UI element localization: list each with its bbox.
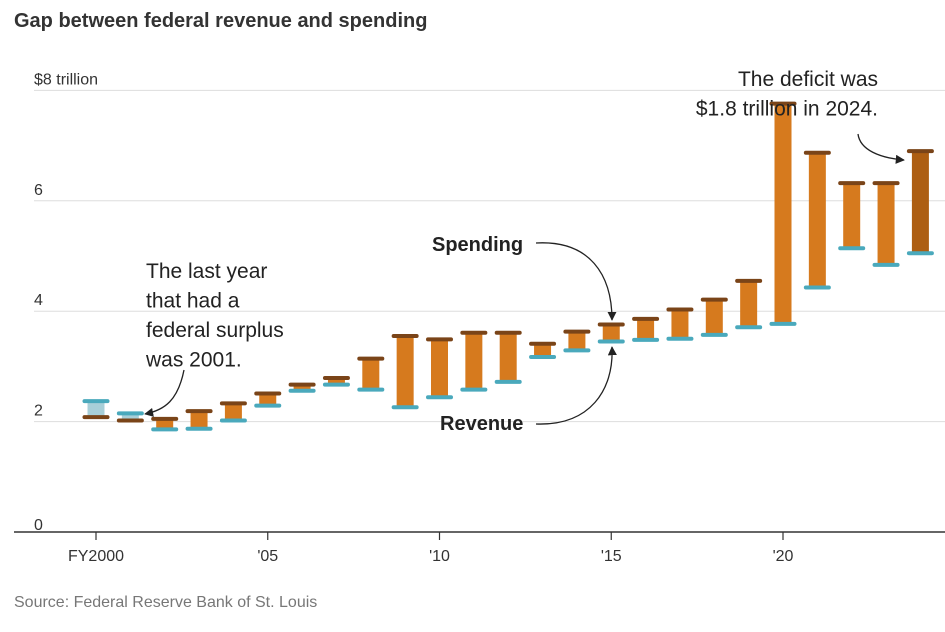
revenue-marker-2017 xyxy=(666,336,694,341)
gap-bar-2001 xyxy=(121,413,139,421)
spending-marker-2022 xyxy=(838,181,866,186)
revenue-marker-2004 xyxy=(219,418,247,423)
revenue-marker-2007 xyxy=(322,382,350,387)
spending-marker-2015 xyxy=(597,322,625,327)
y-tick-label: $8 trillion xyxy=(34,71,98,88)
spending-marker-2005 xyxy=(254,391,282,396)
gap-bar-2020 xyxy=(774,103,792,324)
spending-marker-2002 xyxy=(151,416,179,421)
y-tick-label: 4 xyxy=(34,292,43,309)
revenue-marker-2018 xyxy=(700,332,728,337)
gap-bar-2014 xyxy=(568,331,586,351)
revenue-arrow xyxy=(535,346,617,425)
revenue-marker-2010 xyxy=(426,395,453,400)
spending-marker-2016 xyxy=(632,316,660,321)
gap-bar-2012 xyxy=(499,332,517,382)
gap-bar-2021 xyxy=(808,152,826,288)
spending-marker-2011 xyxy=(460,330,488,335)
spending-marker-2004 xyxy=(219,401,247,406)
y-tick-label: 0 xyxy=(34,517,43,534)
revenue-marker-2021 xyxy=(803,285,831,290)
gap-bar-2003 xyxy=(190,411,208,429)
spending-marker-2017 xyxy=(666,307,694,312)
gap-bar-2009 xyxy=(396,336,414,408)
revenue-marker-2013 xyxy=(529,355,557,360)
revenue-marker-2024 xyxy=(906,251,934,256)
deficit-annotation: The deficit was $1.8 trillion in 2024. xyxy=(696,68,878,121)
source-note: Source: Federal Reserve Bank of St. Loui… xyxy=(14,594,318,611)
spending-marker-2014 xyxy=(563,329,591,334)
gap-bar-2004 xyxy=(224,403,242,421)
revenue-marker-2009 xyxy=(391,405,419,410)
revenue-marker-2003 xyxy=(185,426,213,431)
spending-marker-2009 xyxy=(391,334,419,339)
gap-bar-2002 xyxy=(156,418,174,430)
surplus-arrow xyxy=(144,369,185,417)
spending-marker-2024 xyxy=(906,149,934,154)
revenue-marker-2020 xyxy=(769,321,797,326)
revenue-marker-2006 xyxy=(288,388,316,393)
spending-marker-2006 xyxy=(288,382,316,387)
gap-bar-2011 xyxy=(465,332,483,390)
spending-marker-2020 xyxy=(769,101,797,106)
revenue-marker-2019 xyxy=(735,325,763,330)
gap-bar-2019 xyxy=(740,280,758,328)
chart-title: Gap between federal revenue and spending xyxy=(14,10,428,32)
revenue-marker-2012 xyxy=(494,379,522,384)
revenue-marker-2015 xyxy=(597,339,625,344)
gap-bar-2022 xyxy=(843,183,861,249)
spending-marker-2023 xyxy=(872,181,900,186)
deficit-arrow xyxy=(857,133,905,164)
x-tick-label: '05 xyxy=(257,548,278,565)
spending-marker-2019 xyxy=(735,278,763,283)
spending-marker-2018 xyxy=(700,297,728,302)
spending-label: Spending xyxy=(432,234,523,256)
revenue-marker-2014 xyxy=(563,348,591,353)
revenue-marker-2008 xyxy=(357,387,385,392)
revenue-marker-2001 xyxy=(116,411,144,416)
gap-bar-2005 xyxy=(259,393,277,406)
gap-bar-2018 xyxy=(705,299,723,335)
x-tick-label: '20 xyxy=(773,548,794,565)
spending-marker-2007 xyxy=(322,375,350,380)
spending-marker-2013 xyxy=(529,341,557,346)
gap-bar-2013 xyxy=(534,343,552,358)
spending-marker-2008 xyxy=(357,356,385,361)
revenue-marker-2016 xyxy=(632,337,660,342)
gap-bar-2023 xyxy=(877,183,895,265)
y-tick-label: 2 xyxy=(34,403,43,420)
revenue-marker-2000 xyxy=(82,399,110,404)
revenue-label: Revenue xyxy=(440,413,523,435)
x-tick-label: '15 xyxy=(601,548,622,565)
gap-bar-2010 xyxy=(431,339,448,398)
surplus-annotation: The last year that had a federal surplus wa… xyxy=(145,260,284,372)
revenue-marker-2023 xyxy=(872,262,900,267)
x-tick-label: FY2000 xyxy=(68,548,124,565)
spending-marker-2021 xyxy=(803,150,831,155)
revenue-marker-2011 xyxy=(460,387,488,392)
spending-marker-2000 xyxy=(82,415,110,420)
revenue-marker-2022 xyxy=(838,246,866,251)
revenue-marker-2005 xyxy=(254,403,282,408)
gap-bar-2016 xyxy=(637,318,655,340)
revenue-marker-2002 xyxy=(151,427,179,432)
gap-bar-2006 xyxy=(293,384,311,391)
x-tick-label: '10 xyxy=(429,548,450,565)
gap-bar-2024 xyxy=(911,151,929,254)
spending-marker-2003 xyxy=(185,409,213,414)
gap-bar-2000 xyxy=(87,401,105,418)
gap-bar-2007 xyxy=(327,377,345,385)
spending-marker-2001 xyxy=(116,418,144,423)
gap-bar-2008 xyxy=(362,358,380,390)
spending-marker-2010 xyxy=(426,337,453,342)
gap-bar-2015 xyxy=(602,324,620,342)
gap-bar-2017 xyxy=(671,309,689,339)
spending-arrow xyxy=(535,242,617,321)
spending-marker-2012 xyxy=(494,330,522,335)
y-tick-label: 6 xyxy=(34,182,43,199)
